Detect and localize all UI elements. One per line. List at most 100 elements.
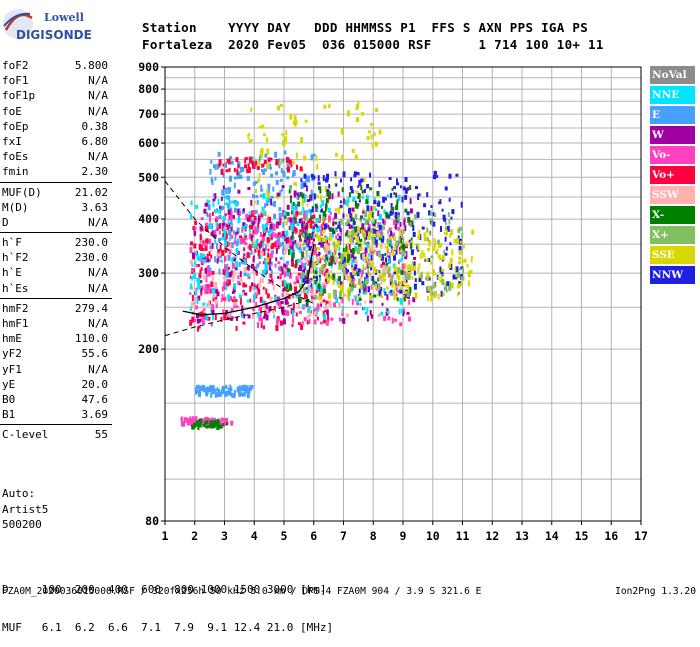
echo-point xyxy=(397,194,401,201)
echo-point xyxy=(325,300,329,304)
echo-point xyxy=(279,234,282,238)
echo-point xyxy=(370,254,373,261)
echo-point xyxy=(214,193,217,200)
echo-point xyxy=(262,286,265,290)
echo-point xyxy=(367,130,371,134)
echo-point xyxy=(274,233,278,239)
echo-point xyxy=(284,271,286,278)
echo-point xyxy=(394,285,397,292)
echo-point xyxy=(205,416,208,422)
echo-point xyxy=(194,220,198,225)
echo-point xyxy=(258,261,261,265)
echo-point xyxy=(250,219,253,224)
echo-point xyxy=(387,214,391,219)
echo-point xyxy=(404,225,407,232)
echo-point xyxy=(395,205,399,211)
echo-point xyxy=(252,255,255,262)
echo-point xyxy=(282,245,285,251)
echo-point xyxy=(241,307,244,314)
echo-point xyxy=(207,425,210,428)
echo-point xyxy=(261,318,264,323)
echo-point xyxy=(300,217,303,224)
y-tick-label: 300 xyxy=(138,266,159,280)
echo-point xyxy=(367,269,370,275)
echo-point xyxy=(446,225,450,232)
echo-point xyxy=(433,238,436,244)
echo-point xyxy=(380,253,384,260)
echo-point xyxy=(215,221,218,227)
y-tick-label: 200 xyxy=(138,342,159,356)
echo-point xyxy=(224,296,227,302)
echo-point xyxy=(403,219,406,226)
echo-point xyxy=(214,282,218,288)
echo-point xyxy=(282,221,285,228)
legend-item-vo-: Vo+ xyxy=(650,166,695,186)
echo-point xyxy=(340,310,343,314)
echo-point xyxy=(325,256,329,261)
echo-point xyxy=(443,249,446,254)
echo-point xyxy=(286,260,289,265)
echo-point xyxy=(361,223,365,229)
echo-point xyxy=(383,288,386,294)
echo-point xyxy=(346,288,349,293)
echo-point xyxy=(311,220,315,224)
echo-point xyxy=(293,281,297,285)
echo-point xyxy=(278,212,282,219)
echo-point xyxy=(199,418,203,424)
echo-point xyxy=(245,213,249,220)
echo-point xyxy=(362,232,365,238)
echo-point xyxy=(304,232,308,236)
echo-point xyxy=(220,417,224,422)
autoscaling-info: Auto: Artist5 500200 xyxy=(2,486,48,533)
echo-point xyxy=(329,233,332,240)
echo-point xyxy=(225,187,228,191)
echo-point xyxy=(376,231,380,237)
param-value: 3.63 xyxy=(81,200,109,214)
echo-point xyxy=(222,269,226,275)
echo-point xyxy=(399,288,403,294)
echo-point xyxy=(322,283,326,289)
echo-point xyxy=(234,299,238,302)
echo-point xyxy=(366,205,370,212)
legend-item-ssw: SSW xyxy=(650,186,695,206)
echo-point xyxy=(252,211,256,215)
echo-point xyxy=(432,175,435,179)
param-row: h`Es N/A xyxy=(0,281,112,296)
echo-point xyxy=(362,217,366,221)
echo-point xyxy=(304,256,308,261)
echo-point xyxy=(277,232,281,237)
echo-point xyxy=(359,241,363,246)
echo-point xyxy=(241,226,244,233)
echo-point xyxy=(373,200,377,205)
echo-point xyxy=(191,269,194,273)
echo-point xyxy=(309,194,313,201)
echo-point xyxy=(326,192,330,197)
echo-point xyxy=(439,279,442,283)
echo-point xyxy=(267,193,270,199)
echo-point xyxy=(307,308,310,313)
echo-point xyxy=(307,260,311,265)
param-row: yF2 55.6 xyxy=(0,346,112,361)
echo-point xyxy=(247,217,250,222)
x-tick-label: 9 xyxy=(400,529,407,543)
echo-point xyxy=(227,272,231,278)
echo-point xyxy=(247,389,251,394)
echo-point xyxy=(366,256,369,262)
echo-point xyxy=(216,227,219,231)
echo-point xyxy=(344,250,347,257)
echo-point xyxy=(213,293,216,298)
echo-point xyxy=(329,261,333,266)
echo-point xyxy=(287,166,290,173)
echo-point xyxy=(219,254,223,259)
dashed-profile-curve xyxy=(164,298,314,337)
echo-point xyxy=(369,300,373,304)
echo-point xyxy=(421,281,425,286)
echo-point xyxy=(407,274,411,280)
echo-point xyxy=(186,418,190,423)
echo-point xyxy=(326,173,329,180)
echo-point xyxy=(195,204,198,209)
echo-point xyxy=(222,233,225,238)
echo-point xyxy=(244,284,248,288)
echo-point xyxy=(452,274,456,280)
echo-point xyxy=(233,182,236,189)
